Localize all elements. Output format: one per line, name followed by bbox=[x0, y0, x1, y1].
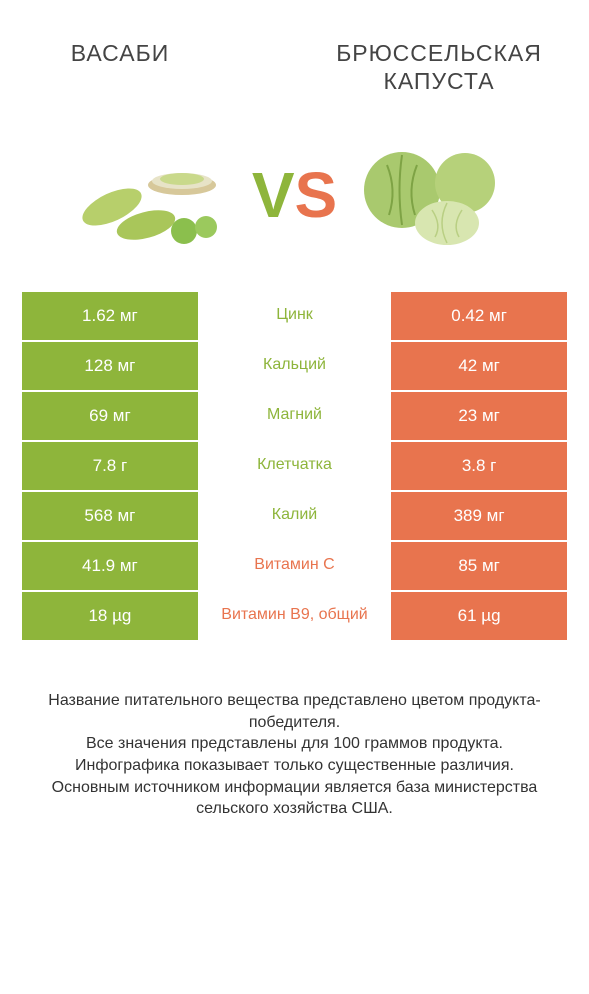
header: ВАСАБИ БРЮССЕЛЬСКАЯ КАПУСТА bbox=[0, 0, 589, 105]
wasabi-image bbox=[72, 135, 242, 255]
value-left: 568 мг bbox=[22, 490, 198, 540]
table-row: 69 мгМагний23 мг bbox=[22, 390, 567, 440]
value-right: 3.8 г bbox=[391, 440, 567, 490]
footer-line: Основным источником информации является … bbox=[20, 777, 569, 820]
table-row: 128 мгКальций42 мг bbox=[22, 340, 567, 390]
vs-row: VS bbox=[0, 135, 589, 255]
value-left: 7.8 г bbox=[22, 440, 198, 490]
footer-text: Название питательного вещества представл… bbox=[20, 690, 569, 820]
vs-s: S bbox=[295, 159, 338, 231]
table-row: 41.9 мгВитамин C85 мг bbox=[22, 540, 567, 590]
value-right: 85 мг bbox=[391, 540, 567, 590]
table-row: 568 мгКалий389 мг bbox=[22, 490, 567, 540]
vs-v: V bbox=[252, 159, 295, 231]
nutrient-name: Кальций bbox=[198, 340, 391, 390]
value-left: 41.9 мг bbox=[22, 540, 198, 590]
table-row: 1.62 мгЦинк0.42 мг bbox=[22, 290, 567, 340]
title-right: БРЮССЕЛЬСКАЯ КАПУСТА bbox=[309, 40, 569, 95]
value-left: 69 мг bbox=[22, 390, 198, 440]
nutrient-name: Цинк bbox=[198, 290, 391, 340]
nutrient-name: Калий bbox=[198, 490, 391, 540]
footer-line: Название питательного вещества представл… bbox=[20, 690, 569, 733]
nutrient-name: Клетчатка bbox=[198, 440, 391, 490]
value-right: 61 µg bbox=[391, 590, 567, 640]
title-left: ВАСАБИ bbox=[20, 40, 220, 68]
value-left: 1.62 мг bbox=[22, 290, 198, 340]
footer-line: Инфографика показывает только существенн… bbox=[20, 755, 569, 777]
nutrient-name: Витамин C bbox=[198, 540, 391, 590]
value-left: 128 мг bbox=[22, 340, 198, 390]
value-left: 18 µg bbox=[22, 590, 198, 640]
value-right: 42 мг bbox=[391, 340, 567, 390]
vs-label: VS bbox=[252, 158, 337, 232]
value-right: 389 мг bbox=[391, 490, 567, 540]
value-right: 0.42 мг bbox=[391, 290, 567, 340]
brussels-sprouts-image bbox=[347, 135, 517, 255]
nutrient-table: 1.62 мгЦинк0.42 мг128 мгКальций42 мг69 м… bbox=[22, 290, 567, 640]
footer-line: Все значения представлены для 100 граммо… bbox=[20, 733, 569, 755]
nutrient-name: Витамин B9, общий bbox=[198, 590, 391, 640]
table-row: 7.8 гКлетчатка3.8 г bbox=[22, 440, 567, 490]
nutrient-name: Магний bbox=[198, 390, 391, 440]
value-right: 23 мг bbox=[391, 390, 567, 440]
table-row: 18 µgВитамин B9, общий61 µg bbox=[22, 590, 567, 640]
